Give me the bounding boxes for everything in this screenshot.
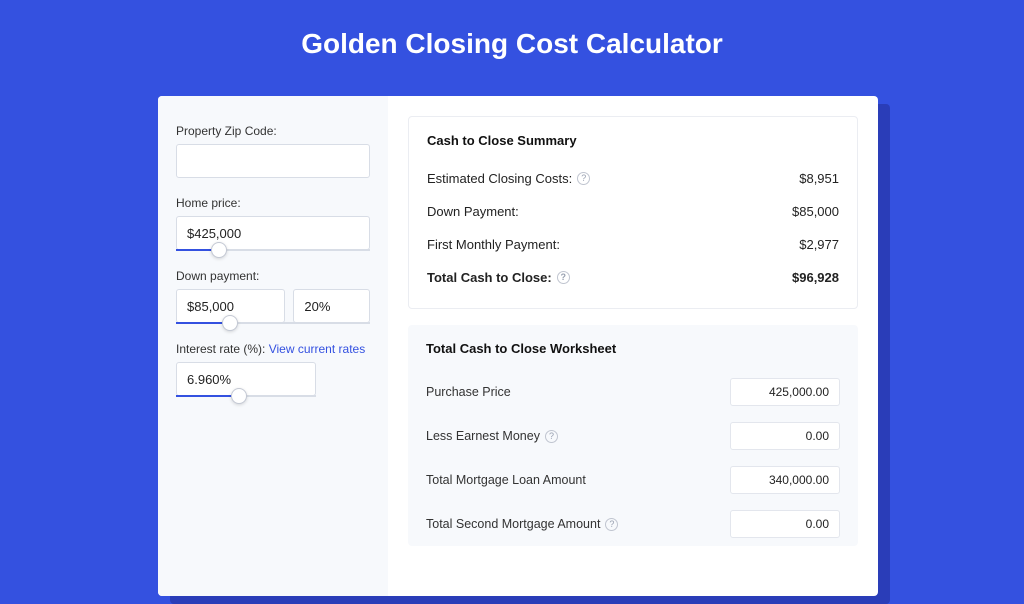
worksheet-label: Total Mortgage Loan Amount bbox=[426, 473, 586, 487]
summary-label: Down Payment: bbox=[427, 204, 519, 219]
worksheet-input-mortgage-amount[interactable] bbox=[730, 466, 840, 494]
interest-field-group: Interest rate (%): View current rates bbox=[176, 342, 370, 397]
worksheet-label: Purchase Price bbox=[426, 385, 511, 399]
interest-slider[interactable] bbox=[176, 395, 316, 397]
down-payment-slider[interactable] bbox=[176, 322, 370, 324]
interest-slider-fill bbox=[176, 395, 239, 397]
summary-value: $2,977 bbox=[799, 237, 839, 252]
help-icon[interactable]: ? bbox=[577, 172, 590, 185]
worksheet-row-purchase-price: Purchase Price bbox=[426, 370, 840, 414]
summary-row-down-payment: Down Payment: $85,000 bbox=[427, 195, 839, 228]
page-title: Golden Closing Cost Calculator bbox=[0, 0, 1024, 84]
down-payment-pct-input[interactable] bbox=[293, 289, 370, 323]
down-payment-label: Down payment: bbox=[176, 269, 370, 283]
worksheet-input-second-mortgage[interactable] bbox=[730, 510, 840, 538]
worksheet-title: Total Cash to Close Worksheet bbox=[426, 341, 840, 356]
summary-title: Cash to Close Summary bbox=[427, 133, 839, 148]
worksheet-label: Total Second Mortgage Amount bbox=[426, 517, 600, 531]
home-price-slider-thumb[interactable] bbox=[211, 242, 227, 258]
interest-slider-thumb[interactable] bbox=[231, 388, 247, 404]
interest-input[interactable] bbox=[176, 362, 316, 396]
down-payment-field-group: Down payment: bbox=[176, 269, 370, 324]
help-icon[interactable]: ? bbox=[557, 271, 570, 284]
home-price-field-group: Home price: bbox=[176, 196, 370, 251]
summary-total-value: $96,928 bbox=[792, 270, 839, 285]
worksheet-row-mortgage-amount: Total Mortgage Loan Amount bbox=[426, 458, 840, 502]
help-icon[interactable]: ? bbox=[605, 518, 618, 531]
summary-row-total: Total Cash to Close: ? $96,928 bbox=[427, 261, 839, 294]
worksheet-card: Total Cash to Close Worksheet Purchase P… bbox=[408, 325, 858, 546]
summary-value: $8,951 bbox=[799, 171, 839, 186]
interest-label-text: Interest rate (%): bbox=[176, 342, 265, 356]
worksheet-input-earnest-money[interactable] bbox=[730, 422, 840, 450]
zip-field-group: Property Zip Code: bbox=[176, 124, 370, 178]
worksheet-input-purchase-price[interactable] bbox=[730, 378, 840, 406]
worksheet-row-earnest-money: Less Earnest Money ? bbox=[426, 414, 840, 458]
zip-label: Property Zip Code: bbox=[176, 124, 370, 138]
help-icon[interactable]: ? bbox=[545, 430, 558, 443]
summary-label: First Monthly Payment: bbox=[427, 237, 560, 252]
interest-label: Interest rate (%): View current rates bbox=[176, 342, 370, 356]
worksheet-row-second-mortgage: Total Second Mortgage Amount ? bbox=[426, 502, 840, 546]
inputs-panel: Property Zip Code: Home price: Down paym… bbox=[158, 96, 388, 596]
summary-value: $85,000 bbox=[792, 204, 839, 219]
calculator-card: Property Zip Code: Home price: Down paym… bbox=[158, 96, 878, 596]
summary-total-label: Total Cash to Close: bbox=[427, 270, 552, 285]
view-rates-link[interactable]: View current rates bbox=[269, 342, 366, 356]
home-price-label: Home price: bbox=[176, 196, 370, 210]
worksheet-label: Less Earnest Money bbox=[426, 429, 540, 443]
down-payment-slider-thumb[interactable] bbox=[222, 315, 238, 331]
summary-label: Estimated Closing Costs: bbox=[427, 171, 572, 186]
results-panel: Cash to Close Summary Estimated Closing … bbox=[388, 96, 878, 596]
home-price-input[interactable] bbox=[176, 216, 370, 250]
home-price-slider[interactable] bbox=[176, 249, 370, 251]
zip-input[interactable] bbox=[176, 144, 370, 178]
summary-card: Cash to Close Summary Estimated Closing … bbox=[408, 116, 858, 309]
summary-row-first-payment: First Monthly Payment: $2,977 bbox=[427, 228, 839, 261]
summary-row-closing-costs: Estimated Closing Costs: ? $8,951 bbox=[427, 162, 839, 195]
